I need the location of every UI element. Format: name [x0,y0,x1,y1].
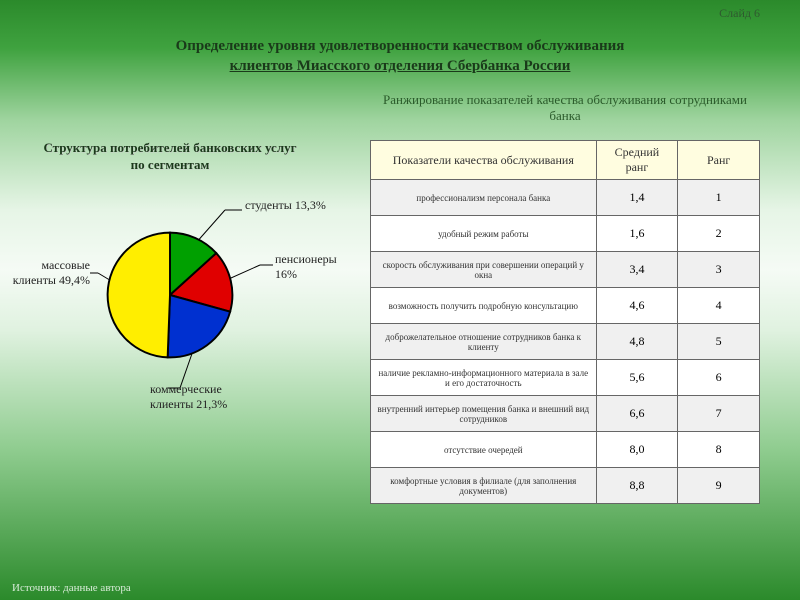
table-cell-avg: 5,6 [596,360,678,396]
table-row: возможность получить подробную консульта… [371,288,760,324]
table-cell-rank: 2 [678,216,760,252]
table-cell-avg: 8,0 [596,432,678,468]
table-row: комфортные условия в филиале (для заполн… [371,468,760,504]
ranking-table: Показатели качества обслуживания Средний… [370,140,760,504]
table-cell-rank: 3 [678,252,760,288]
table-cell-rank: 4 [678,288,760,324]
table-header: Средний ранг [596,141,678,180]
table-cell-rank: 7 [678,396,760,432]
table-cell-desc: профессионализм персонала банка [371,180,597,216]
pie-label-text: 16% [275,267,297,281]
table-cell-desc: наличие рекламно-информационного материа… [371,360,597,396]
table-cell-rank: 8 [678,432,760,468]
table-header: Показатели качества обслуживания [371,141,597,180]
table-cell-avg: 1,4 [596,180,678,216]
table-row: скорость обслуживания при совершении опе… [371,252,760,288]
main-title-line1: Определение уровня удовлетворенности кач… [176,38,625,54]
table-cell-avg: 6,6 [596,396,678,432]
pie-label-text: студенты 13,3% [245,198,326,212]
pie-chart-title: Структура потребителей банковских услуг … [10,140,330,174]
table-cell-avg: 4,6 [596,288,678,324]
table-cell-rank: 6 [678,360,760,396]
table-caption: Ранжирование показателей качества обслуж… [370,92,760,124]
slide-number: Слайд 6 [719,6,760,21]
pie-label-text: массовые [41,258,90,272]
table-cell-desc: удобный режим работы [371,216,597,252]
pie-chart [105,230,235,360]
pie-label-mass: массовые клиенты 49,4% [10,258,90,288]
table-cell-desc: скорость обслуживания при совершении опе… [371,252,597,288]
table-header-row: Показатели качества обслуживания Средний… [371,141,760,180]
table-header: Ранг [678,141,760,180]
table-cell-rank: 9 [678,468,760,504]
table-row: доброжелательное отношение сотрудников б… [371,324,760,360]
table-cell-desc: доброжелательное отношение сотрудников б… [371,324,597,360]
table-row: удобный режим работы1,62 [371,216,760,252]
pie-label-pensioners: пенсионеры 16% [275,252,337,282]
table-cell-avg: 1,6 [596,216,678,252]
pie-label-text: пенсионеры [275,252,337,266]
pie-title-line1: Структура потребителей банковских услуг [43,140,296,155]
main-title-line2: клиентов Миасского отделения Сбербанка Р… [230,58,571,74]
pie-label-commercial: коммерческие клиенты 21,3% [150,382,227,412]
pie-label-text: клиенты 49,4% [13,273,90,287]
table-cell-rank: 5 [678,324,760,360]
table-cell-rank: 1 [678,180,760,216]
pie-label-text: коммерческие [150,382,222,396]
main-title: Определение уровня удовлетворенности кач… [0,36,800,77]
table-cell-avg: 3,4 [596,252,678,288]
source-note: Источник: данные автора [12,582,131,594]
pie-label-text: клиенты 21,3% [150,397,227,411]
pie-label-students: студенты 13,3% [245,198,326,213]
table-cell-desc: отсутствие очередей [371,432,597,468]
table-row: профессионализм персонала банка1,41 [371,180,760,216]
table-row: отсутствие очередей8,08 [371,432,760,468]
pie-title-line2: по сегментам [131,157,210,172]
table-cell-avg: 8,8 [596,468,678,504]
table-cell-desc: внутренний интерьер помещения банка и вн… [371,396,597,432]
table-cell-desc: возможность получить подробную консульта… [371,288,597,324]
table-cell-avg: 4,8 [596,324,678,360]
table-row: внутренний интерьер помещения банка и вн… [371,396,760,432]
table-row: наличие рекламно-информационного материа… [371,360,760,396]
pie-slice [108,233,170,358]
table-cell-desc: комфортные условия в филиале (для заполн… [371,468,597,504]
